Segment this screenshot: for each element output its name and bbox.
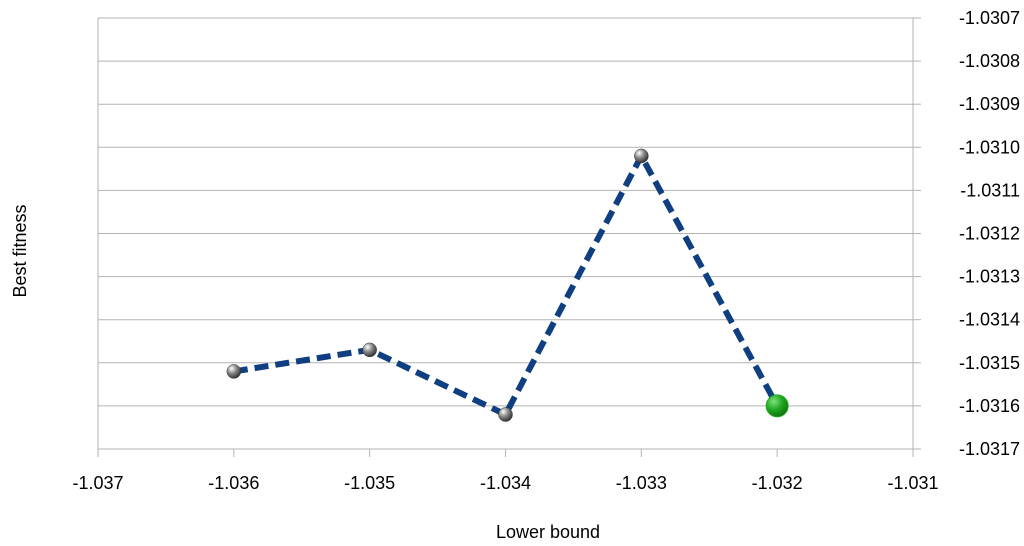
- series-line: [233, 152, 780, 418]
- x-axis-title: Lower bound: [496, 522, 600, 542]
- x-tick-label: -1.032: [752, 473, 803, 493]
- grid: [97, 17, 914, 450]
- y-tick-label: -1.0307: [959, 8, 1020, 28]
- y-tick-label: -1.0313: [959, 267, 1020, 287]
- data-point: [226, 364, 242, 379]
- y-axis-title: Best fitness: [10, 204, 30, 297]
- data-point: [498, 407, 513, 422]
- y-tick-label: -1.0314: [959, 310, 1020, 330]
- x-tick-label: -1.037: [72, 473, 123, 493]
- x-tick-label: -1.035: [344, 473, 395, 493]
- y-tick-label: -1.0316: [959, 396, 1020, 416]
- x-tick-label: -1.036: [208, 473, 259, 493]
- y-tick-label: -1.0310: [959, 137, 1020, 157]
- y-tick-label: -1.0309: [959, 94, 1020, 114]
- highlighted-point: [765, 394, 789, 418]
- y-tick-label: -1.0312: [959, 224, 1020, 244]
- data-point: [634, 148, 649, 164]
- x-tick-label: -1.033: [616, 473, 667, 493]
- y-tick-label: -1.0308: [959, 51, 1020, 71]
- y-tick-label: -1.0317: [959, 439, 1020, 459]
- y-axis: -1.0307 -1.0308 -1.0309 -1.0310 -1.0311 -1.03…: [913, 8, 1020, 459]
- y-tick-label: -1.0311: [960, 180, 1020, 200]
- series: [226, 148, 789, 422]
- x-tick-label: -1.034: [480, 473, 531, 493]
- x-axis: -1.037 -1.036 -1.035 -1.034 -1.033 -1.032 -1.0…: [72, 449, 939, 493]
- x-tick-label: -1.031: [887, 473, 938, 493]
- data-point: [362, 342, 377, 358]
- y-tick-label: -1.0315: [959, 353, 1020, 373]
